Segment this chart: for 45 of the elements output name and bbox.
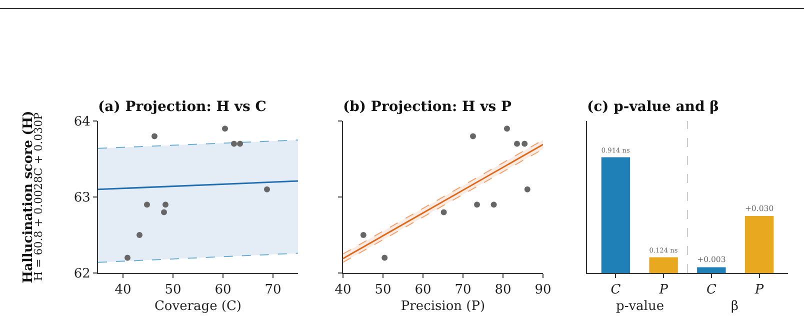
- x-tick-label: 40: [114, 282, 132, 298]
- point: [152, 133, 158, 140]
- point: [490, 202, 497, 208]
- x-tick-label: 60: [414, 282, 432, 298]
- point: [264, 186, 270, 192]
- x-tick-label: 50: [374, 282, 392, 298]
- point: [162, 202, 168, 208]
- chart-title: (b) Projection: H vs P: [343, 98, 512, 115]
- x-tick-label: 70: [454, 282, 472, 298]
- point: [231, 140, 237, 147]
- x-tick-label: 90: [534, 282, 552, 298]
- point: [474, 202, 480, 208]
- x-tick-label: 60: [214, 282, 232, 298]
- chart-title: (a) Projection: H vs C: [98, 98, 266, 115]
- y-tick-label: 64: [74, 114, 90, 130]
- text: β: [731, 299, 739, 314]
- point: [124, 254, 130, 261]
- point: [136, 232, 142, 238]
- point: [522, 140, 528, 147]
- y-tick-label: 62: [74, 266, 90, 282]
- category-label: P: [659, 282, 668, 298]
- x-tick-label: 70: [264, 282, 282, 298]
- x-tick-label: 50: [164, 282, 182, 298]
- x-tick-label: 40: [334, 282, 352, 298]
- y-tick-label: 63: [74, 190, 90, 206]
- point: [514, 140, 520, 147]
- point: [222, 126, 228, 132]
- point: [504, 126, 510, 132]
- text: p-value: [616, 299, 664, 314]
- x-axis-title: Coverage (C): [154, 299, 242, 314]
- chart-title: (c) p-value and β: [587, 98, 719, 115]
- category-label: P: [754, 282, 764, 298]
- text: H = 60.8 + 0.0028C + 0.030P: [32, 112, 45, 281]
- category-label: C: [610, 282, 621, 298]
- x-tick-label: 80: [494, 282, 512, 298]
- point: [440, 209, 447, 216]
- point: [144, 202, 150, 208]
- point: [524, 186, 530, 192]
- point: [161, 209, 167, 216]
- point: [382, 254, 388, 261]
- point: [360, 232, 366, 238]
- point: [470, 133, 476, 140]
- x-axis-title: Precision (P): [400, 299, 486, 314]
- point: [237, 140, 243, 147]
- category-label: C: [706, 282, 716, 298]
